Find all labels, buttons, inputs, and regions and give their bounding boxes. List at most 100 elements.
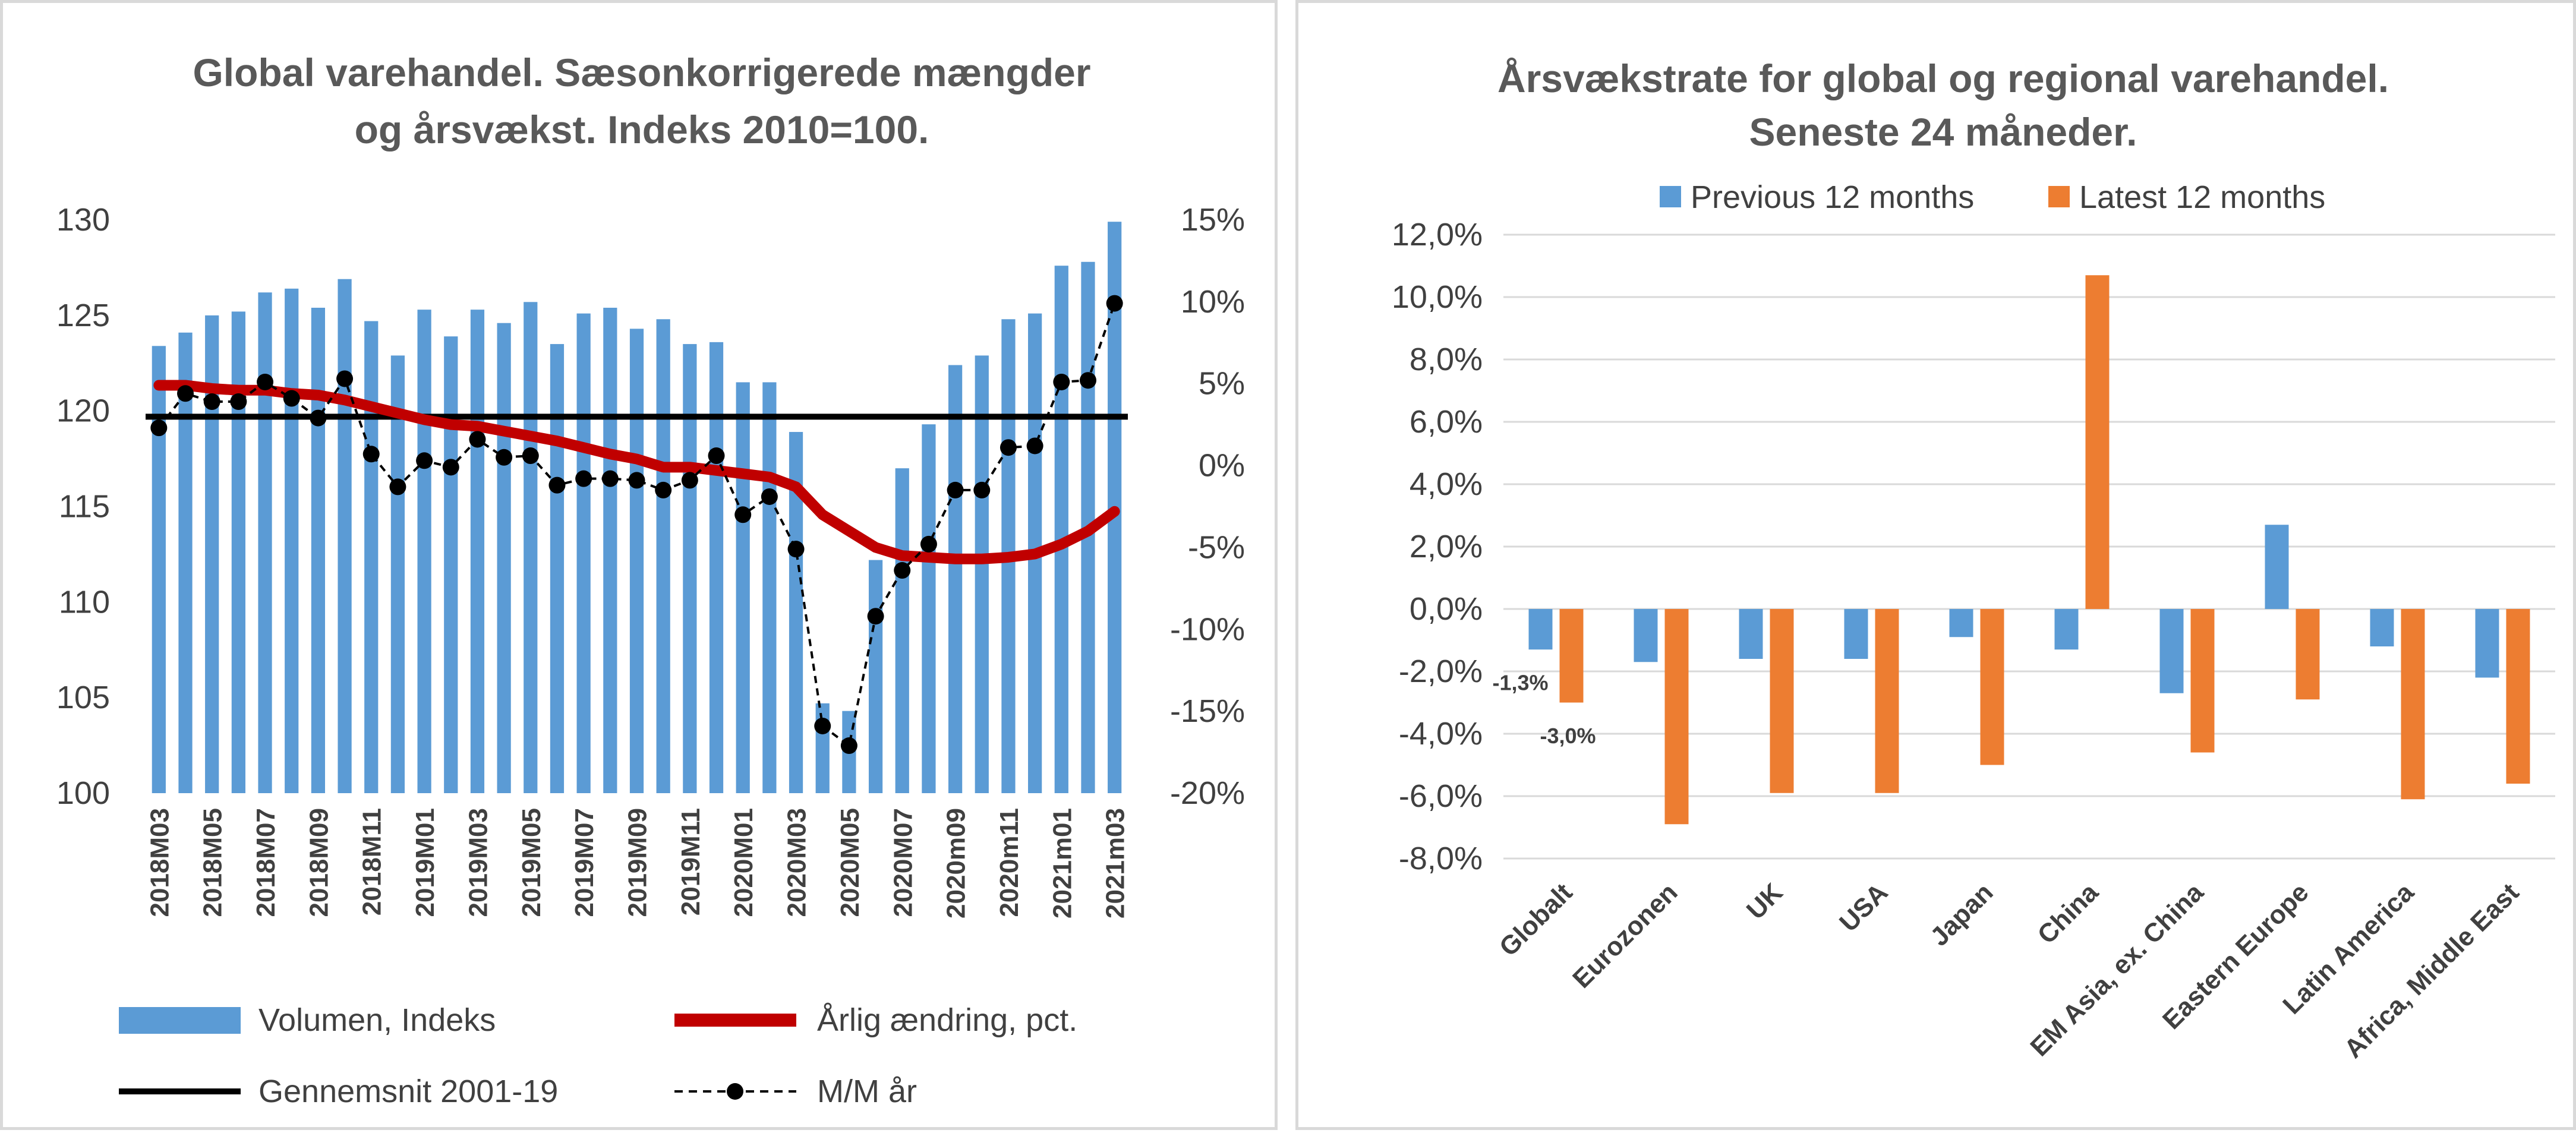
latest-12m-bar xyxy=(2296,609,2320,700)
mm-marker xyxy=(230,393,247,411)
volume-bar xyxy=(152,346,166,793)
latest-12m-bar xyxy=(1980,609,2004,765)
x-tick-label: 2020m11 xyxy=(995,808,1024,917)
x-tick-label: 2019M03 xyxy=(464,808,493,917)
right-y-tick-label: 0% xyxy=(1199,448,1245,484)
x-tick-label: 2020M07 xyxy=(888,808,917,917)
y-tick-label: 12,0% xyxy=(1392,217,1483,253)
volume-bar xyxy=(417,310,431,793)
category-label: Japan xyxy=(1925,878,1999,952)
y-tick-label: 4,0% xyxy=(1410,466,1483,502)
data-label-globalt-previous: -1,3% xyxy=(1492,671,1548,695)
right-chart-panel: Årsvækstrate for global og regional vare… xyxy=(1295,0,2576,1130)
mm-marker xyxy=(522,447,539,465)
mm-marker xyxy=(1079,372,1096,389)
left-y-tick-label: 115 xyxy=(59,489,110,525)
volume-bar xyxy=(709,342,724,793)
previous-12m-bar xyxy=(1949,609,1973,637)
previous-12m-bar xyxy=(1528,609,1553,650)
x-tick-label: 2019M09 xyxy=(623,808,652,917)
volume-bar xyxy=(311,307,326,793)
volume-bar xyxy=(205,315,219,793)
left-legend: Volumen, Indeks Årlig ændring, pct. Genn… xyxy=(119,1002,1077,1109)
volume-bar xyxy=(922,424,936,793)
right-plot-area: -8,0% -6,0% -4,0% -2,0% 0,0% 2,0% 4,0% 6,0% 8,0%… xyxy=(1392,217,2555,1063)
mm-marker xyxy=(150,419,168,437)
right-chart-title-line-1: Årsvækstrate for global og regional vare… xyxy=(1497,56,2389,100)
previous-12m-bar xyxy=(1634,609,1658,662)
category-label: China xyxy=(2032,878,2104,949)
mm-marker xyxy=(442,459,459,476)
right-y-tick-label: 15% xyxy=(1181,202,1245,238)
mm-marker xyxy=(362,446,380,463)
category-label: Globalt xyxy=(1494,878,1578,962)
volume-bar xyxy=(736,382,750,793)
category-label: EM Asia, ex. China xyxy=(2025,878,2209,1062)
legend-label-mm: M/M år xyxy=(817,1074,917,1109)
volume-bar xyxy=(231,311,245,793)
volume-bar xyxy=(576,313,591,793)
volume-bar xyxy=(629,329,644,793)
right-y-tick-label: -5% xyxy=(1188,529,1245,565)
mm-marker xyxy=(336,370,354,387)
mm-marker xyxy=(1053,373,1070,390)
y-tick-label: -4,0% xyxy=(1399,716,1483,752)
previous-12m-bar xyxy=(2265,525,2289,609)
volume-bar xyxy=(390,355,405,793)
volume-bar xyxy=(948,365,963,793)
mm-marker xyxy=(655,481,672,498)
volume-bar xyxy=(258,292,272,793)
mm-marker xyxy=(787,541,805,558)
right-chart-title-line-2: Seneste 24 måneder. xyxy=(1749,110,2137,154)
mm-marker xyxy=(840,737,857,755)
mm-marker xyxy=(1106,295,1123,312)
mm-marker xyxy=(947,481,964,498)
legend-label-aarlig: Årlig ændring, pct. xyxy=(817,1002,1077,1038)
x-tick-label: 2021m03 xyxy=(1101,808,1130,919)
mm-marker xyxy=(920,535,937,553)
mm-marker xyxy=(575,470,592,487)
legend-label-volumen: Volumen, Indeks xyxy=(258,1002,496,1038)
volume-bar xyxy=(895,468,909,793)
left-chart-title-line-1: Global varehandel. Sæsonkorrigerede mæng… xyxy=(193,51,1090,94)
legend-swatch-volumen xyxy=(119,1007,241,1034)
mm-marker xyxy=(310,409,327,427)
legend-swatch-previous xyxy=(1660,186,1681,207)
category-label: Africa, Middle East xyxy=(2339,878,2525,1063)
volume-bar xyxy=(789,432,803,793)
left-y-tick-label: 125 xyxy=(56,298,110,333)
latest-12m-bar xyxy=(1875,609,1899,793)
volume-bar xyxy=(1054,266,1068,793)
right-y-tick-label: 10% xyxy=(1181,284,1245,320)
global-trade-chart: Global varehandel. Sæsonkorrigerede mæng… xyxy=(56,51,1245,1109)
left-y-tick-label: 120 xyxy=(56,393,110,429)
x-tick-label: 2018M07 xyxy=(251,808,280,917)
x-tick-label: 2020m09 xyxy=(942,808,971,919)
mm-marker xyxy=(999,439,1017,456)
x-tick-label: 2018M05 xyxy=(198,808,228,917)
left-y-tick-label: 100 xyxy=(56,775,110,811)
latest-12m-bar xyxy=(2190,609,2215,753)
mm-marker xyxy=(416,452,433,469)
mm-marker xyxy=(496,449,513,466)
latest-12m-bar xyxy=(1559,609,1584,703)
x-tick-label: 2018M09 xyxy=(304,808,333,917)
mm-marker xyxy=(283,390,300,407)
volume-bar xyxy=(975,355,989,793)
mm-marker xyxy=(708,447,725,465)
right-y-tick-label: -20% xyxy=(1170,775,1245,811)
legend-swatch-latest xyxy=(2048,186,2070,207)
right-y-tick-label: -15% xyxy=(1170,693,1245,729)
mm-marker xyxy=(867,608,884,625)
x-tick-label: 2019M07 xyxy=(570,808,599,917)
y-tick-label: -8,0% xyxy=(1399,841,1483,876)
category-label: UK xyxy=(1741,878,1789,925)
mm-marker xyxy=(389,478,406,496)
category-label: Eurozonen xyxy=(1567,878,1683,993)
right-y-tick-label: 5% xyxy=(1199,366,1245,402)
left-y-tick-label: 105 xyxy=(56,680,110,715)
x-tick-label: 2018M03 xyxy=(145,808,174,917)
y-tick-label: -2,0% xyxy=(1399,654,1483,689)
legend-marker-mm xyxy=(727,1083,743,1100)
y-tick-label: 8,0% xyxy=(1410,342,1483,377)
